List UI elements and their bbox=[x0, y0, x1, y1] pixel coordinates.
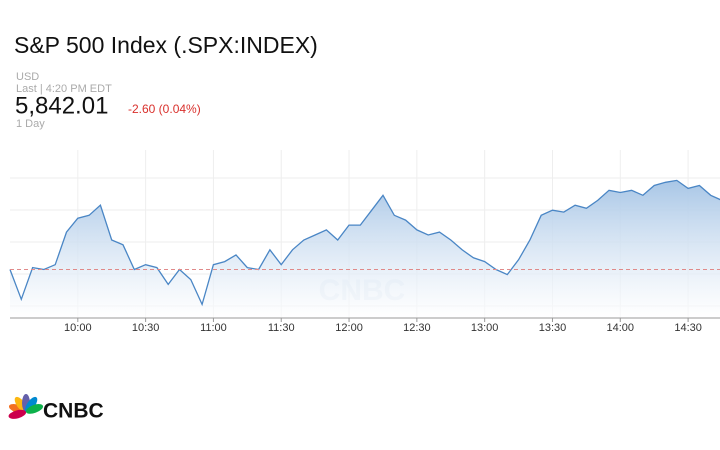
x-tick-label: 14:00 bbox=[607, 322, 635, 334]
x-tick-label: 11:30 bbox=[268, 322, 295, 334]
x-tick-label: 12:00 bbox=[335, 322, 363, 334]
line bbox=[9, 179, 720, 307]
x-tick-label: 13:30 bbox=[539, 322, 567, 334]
currency: USD bbox=[16, 71, 39, 83]
title: S&P 500 Index (.SPX:INDEX) bbox=[14, 32, 318, 58]
range: 1 Day bbox=[16, 118, 45, 130]
x-tick-label: 10:30 bbox=[132, 322, 160, 334]
x-tick-label: 12:30 bbox=[403, 322, 431, 334]
logo-text: CNBC bbox=[43, 400, 104, 423]
x-tick-label: 14:30 bbox=[674, 322, 702, 334]
last-time: Last | 4:20 PM EDT bbox=[16, 83, 112, 95]
area bbox=[10, 180, 720, 318]
change: -2.60 (0.04%) bbox=[128, 102, 201, 116]
x-tick-label: 10:00 bbox=[64, 322, 92, 334]
price: 5,842.01 bbox=[15, 92, 108, 119]
plot-area: 10:00 10:30 11:00 11:30 12:00 12:30 13:00 13:30… bbox=[9, 150, 720, 334]
x-tick-label: 13:00 bbox=[471, 322, 499, 334]
logo: CNBC bbox=[8, 394, 104, 423]
x-tick-label: 11:00 bbox=[200, 322, 227, 334]
